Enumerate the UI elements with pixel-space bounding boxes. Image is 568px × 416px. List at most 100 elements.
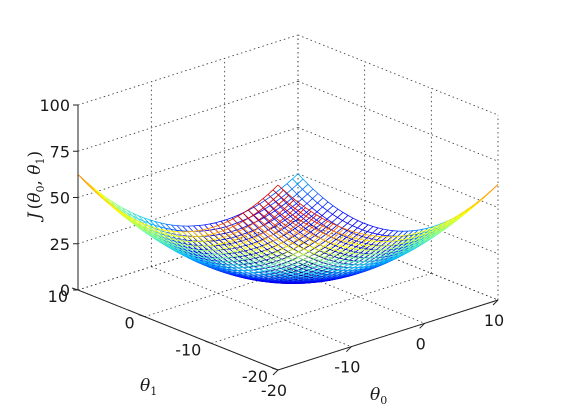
mesh-segment xyxy=(264,228,271,233)
mesh-segment xyxy=(352,225,358,229)
mesh-segment xyxy=(276,242,282,247)
mesh-segment xyxy=(355,239,362,245)
mesh-segment xyxy=(336,227,343,234)
mesh-segment xyxy=(232,267,239,272)
mesh-segment xyxy=(238,220,244,225)
mesh-segment xyxy=(152,226,159,229)
mesh-segment xyxy=(394,240,400,246)
mesh-segment xyxy=(163,233,169,236)
mesh-segment xyxy=(389,250,396,253)
mesh-segment xyxy=(323,254,330,259)
mesh-segment xyxy=(286,178,293,184)
mesh-segment xyxy=(334,245,341,251)
mesh-segment xyxy=(269,201,276,207)
mesh-segment xyxy=(254,230,261,236)
z-tick-label: 100 xyxy=(39,96,70,115)
mesh-segment xyxy=(383,245,390,251)
mesh-segment xyxy=(255,251,262,254)
mesh-segment xyxy=(233,230,240,234)
mesh-segment xyxy=(320,265,327,269)
mesh-segment xyxy=(211,260,218,265)
mesh-segment xyxy=(259,223,265,228)
mesh-segment xyxy=(228,235,235,241)
mesh-segment xyxy=(310,269,317,272)
mesh-segment xyxy=(157,228,164,231)
mesh-segment xyxy=(243,217,249,222)
mesh-segment xyxy=(278,268,285,272)
mesh-segment xyxy=(470,202,477,208)
mesh-segment xyxy=(378,252,385,255)
mesh-segment xyxy=(305,271,312,274)
mesh-segment xyxy=(172,231,179,237)
mesh-segment xyxy=(271,251,278,255)
mesh-segment xyxy=(268,212,275,218)
mesh-segment xyxy=(168,238,175,244)
mesh-segment xyxy=(416,234,422,240)
mesh-segment xyxy=(281,246,288,250)
mesh-segment xyxy=(321,217,328,222)
mesh-segment xyxy=(239,237,246,243)
mesh-segment xyxy=(350,247,357,250)
mesh-segment xyxy=(314,244,321,249)
mesh-segment xyxy=(284,272,291,275)
mesh-segment xyxy=(268,269,275,273)
mesh-segment xyxy=(377,241,384,247)
mesh-segment xyxy=(379,255,386,260)
mesh-segment xyxy=(267,194,274,200)
mesh-segment xyxy=(122,212,129,217)
mesh-segment xyxy=(337,212,344,218)
y-tick-label: -10 xyxy=(175,340,201,359)
mesh-segment xyxy=(262,198,269,204)
x-tick-label: 10 xyxy=(484,311,504,330)
mesh-segment xyxy=(328,256,335,261)
mesh-segment xyxy=(412,229,419,232)
mesh-segment xyxy=(201,252,207,258)
mesh-segment xyxy=(253,211,259,216)
mesh-segment xyxy=(361,245,368,251)
surface-mesh xyxy=(77,173,499,284)
mesh-segment xyxy=(289,212,296,218)
mesh-segment xyxy=(231,260,237,262)
mesh-segment xyxy=(289,203,296,209)
mesh-segment xyxy=(344,254,351,257)
mesh-segment xyxy=(224,242,231,248)
mesh-segment xyxy=(230,255,237,258)
mesh-segment xyxy=(261,256,268,260)
mesh-segment xyxy=(426,227,433,231)
mesh-segment xyxy=(261,258,268,263)
mesh-segment xyxy=(322,228,329,234)
y-axis-line xyxy=(77,289,279,371)
mesh-segment xyxy=(267,259,273,263)
mesh-segment xyxy=(345,238,352,244)
mesh-segment xyxy=(399,239,406,245)
mesh-segment xyxy=(340,246,346,252)
mesh-segment xyxy=(301,266,308,270)
mesh-segment xyxy=(384,251,391,257)
mesh-segment xyxy=(257,227,264,233)
mesh-segment xyxy=(223,236,230,242)
mesh-segment xyxy=(296,270,302,273)
mesh-segment xyxy=(340,243,347,249)
mesh-segment xyxy=(367,226,374,232)
mesh-segment xyxy=(340,250,347,253)
mesh-segment xyxy=(351,248,357,254)
mesh-segment xyxy=(263,203,269,209)
mesh-segment xyxy=(238,259,245,262)
mesh-segment xyxy=(251,234,258,238)
mesh-segment xyxy=(203,234,209,237)
mesh-segment xyxy=(227,218,234,222)
mesh-segment xyxy=(330,262,337,265)
mesh-segment xyxy=(345,247,352,253)
mesh-segment xyxy=(320,268,327,270)
mesh-segment xyxy=(374,259,381,264)
mesh-segment xyxy=(226,217,233,220)
mesh-segment xyxy=(334,252,341,258)
mesh-segment xyxy=(218,236,225,239)
mesh-segment xyxy=(189,245,196,251)
mesh-segment xyxy=(232,218,239,225)
mesh-segment xyxy=(195,253,202,258)
mesh-segment xyxy=(391,235,398,242)
mesh-segment xyxy=(274,273,280,276)
mesh-segment xyxy=(335,250,341,256)
mesh-segment xyxy=(198,236,205,242)
